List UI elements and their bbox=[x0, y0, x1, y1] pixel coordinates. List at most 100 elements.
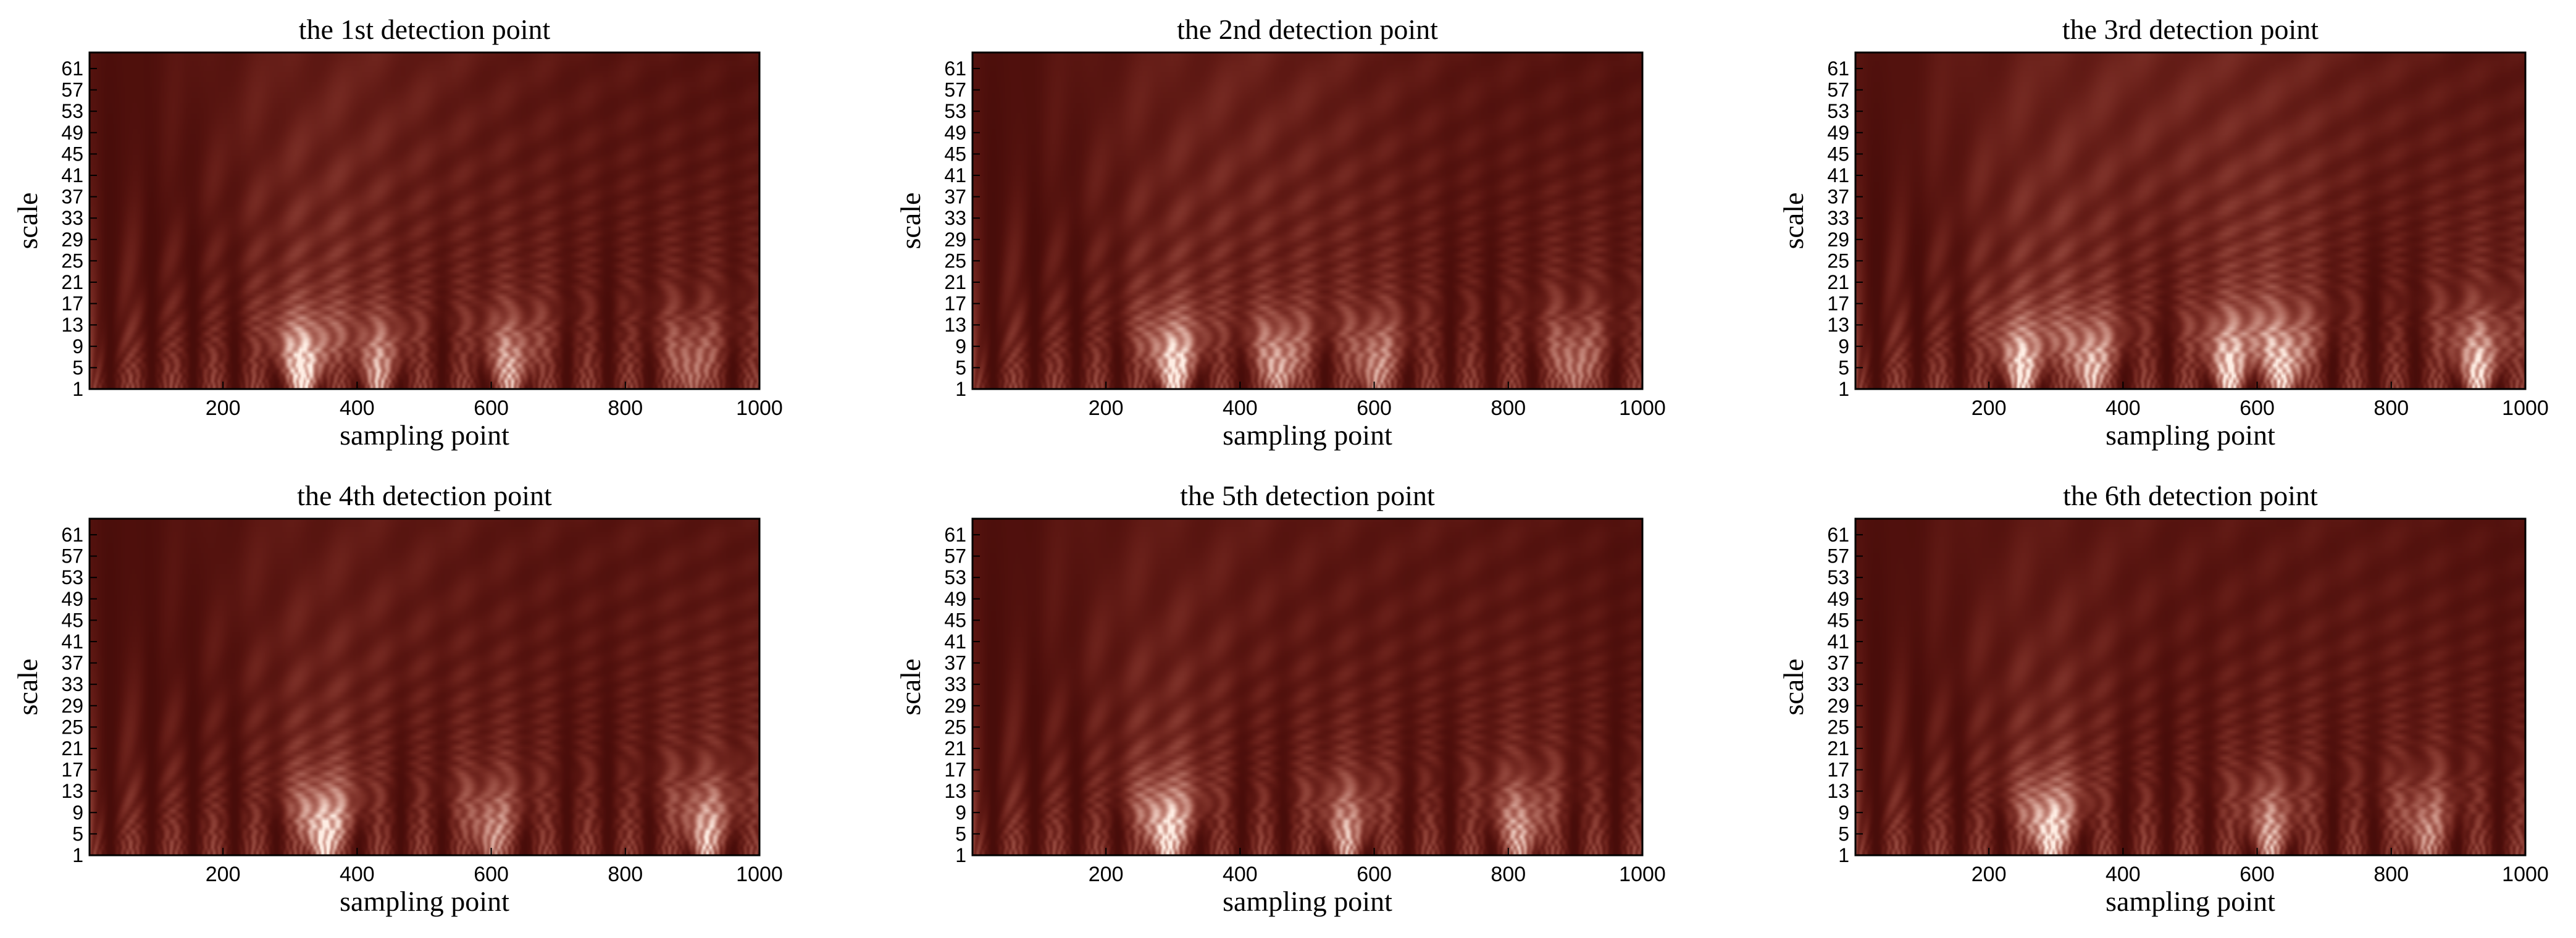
chart-title: the 3rd detection point bbox=[2062, 14, 2319, 45]
y-tick-label: 41 bbox=[1827, 164, 1849, 186]
y-tick-label: 57 bbox=[1827, 79, 1849, 101]
y-tick-label: 13 bbox=[61, 780, 83, 802]
chart-title: the 6th detection point bbox=[2063, 480, 2318, 511]
y-tick-label: 57 bbox=[1827, 545, 1849, 567]
y-tick-label: 45 bbox=[1827, 609, 1849, 631]
heatmap-image bbox=[90, 52, 759, 389]
x-axis-label: sampling point bbox=[2106, 886, 2275, 917]
y-tick-label: 13 bbox=[1827, 314, 1849, 336]
y-tick-label: 61 bbox=[61, 57, 83, 80]
y-tick-label: 61 bbox=[944, 57, 966, 80]
y-tick-label: 5 bbox=[955, 823, 966, 845]
y-tick-label: 29 bbox=[1827, 695, 1849, 717]
y-tick-label: 17 bbox=[61, 759, 83, 781]
axes-frame bbox=[88, 51, 761, 390]
y-tick-label: 1 bbox=[955, 844, 966, 866]
y-tick-label: 41 bbox=[61, 164, 83, 186]
x-tick-label: 600 bbox=[1357, 396, 1392, 420]
y-tick-label: 41 bbox=[1827, 630, 1849, 653]
y-axis-label: scale bbox=[12, 193, 43, 249]
x-tick-label: 800 bbox=[2373, 396, 2409, 420]
x-axis-label: sampling point bbox=[1223, 886, 1392, 917]
y-tick-label: 61 bbox=[1827, 57, 1849, 80]
y-tick-label: 9 bbox=[1838, 335, 1849, 358]
y-tick-label: 17 bbox=[1827, 293, 1849, 315]
y-tick-label: 1 bbox=[955, 378, 966, 400]
y-tick-label: 5 bbox=[1838, 823, 1849, 845]
y-tick-label: 53 bbox=[1827, 100, 1849, 122]
y-tick-label: 29 bbox=[944, 228, 966, 251]
y-tick-label: 13 bbox=[944, 314, 966, 336]
x-tick-label: 1000 bbox=[1619, 396, 1666, 420]
y-tick-label: 9 bbox=[72, 802, 83, 824]
y-tick-label: 21 bbox=[944, 271, 966, 293]
x-axis-label: sampling point bbox=[340, 419, 509, 451]
chart-title: the 4th detection point bbox=[297, 480, 552, 511]
y-axis-label: scale bbox=[895, 193, 926, 249]
x-tick-label: 400 bbox=[2106, 863, 2141, 886]
subplot-6: the 6th detection point 200 400 600 800 1000 1… bbox=[1778, 480, 2549, 917]
y-tick-label: 41 bbox=[61, 630, 83, 653]
y-tick-label: 49 bbox=[1827, 588, 1849, 610]
y-tick-label: 1 bbox=[72, 378, 83, 400]
x-tick-label: 200 bbox=[1972, 396, 2007, 420]
y-tick-label: 49 bbox=[1827, 122, 1849, 144]
y-axis-label: scale bbox=[1778, 193, 1809, 249]
y-axis-label: scale bbox=[895, 659, 926, 716]
y-tick-label: 33 bbox=[944, 673, 966, 695]
y-tick-label: 17 bbox=[1827, 759, 1849, 781]
heatmap-image bbox=[90, 519, 759, 855]
subplot-3: the 3rd detection point 200 400 600 800 1000 1… bbox=[1778, 14, 2549, 451]
y-tick-label: 53 bbox=[61, 566, 83, 588]
x-tick-label: 200 bbox=[1972, 863, 2007, 886]
y-tick-label: 45 bbox=[944, 143, 966, 165]
x-tick-label: 200 bbox=[206, 863, 241, 886]
y-tick-label: 25 bbox=[944, 249, 966, 272]
x-tick-label: 600 bbox=[474, 396, 509, 420]
y-tick-label: 9 bbox=[72, 335, 83, 358]
x-tick-label: 600 bbox=[2239, 863, 2275, 886]
y-tick-label: 17 bbox=[61, 293, 83, 315]
y-tick-label: 25 bbox=[1827, 716, 1849, 738]
x-tick-label: 800 bbox=[1491, 396, 1526, 420]
x-axis-label: sampling point bbox=[1223, 419, 1392, 451]
y-tick-label: 21 bbox=[61, 271, 83, 293]
y-tick-label: 45 bbox=[1827, 143, 1849, 165]
subplot-2: the 2nd detection point 200 400 600 800 1000 1… bbox=[895, 14, 1666, 451]
axes-frame bbox=[88, 517, 761, 856]
y-tick-label: 37 bbox=[944, 186, 966, 208]
y-tick-label: 37 bbox=[1827, 186, 1849, 208]
x-tick-label: 800 bbox=[608, 863, 643, 886]
y-tick-label: 17 bbox=[944, 293, 966, 315]
x-tick-label: 800 bbox=[2373, 863, 2409, 886]
x-tick-label: 200 bbox=[1089, 863, 1124, 886]
x-axis-label: sampling point bbox=[340, 886, 509, 917]
x-tick-label: 200 bbox=[206, 396, 241, 420]
y-tick-label: 1 bbox=[1838, 844, 1849, 866]
y-tick-label: 49 bbox=[61, 122, 83, 144]
axes-frame bbox=[971, 51, 1644, 390]
x-tick-label: 600 bbox=[474, 863, 509, 886]
axes-frame bbox=[1854, 517, 2527, 856]
x-tick-label: 1000 bbox=[2502, 863, 2549, 886]
y-tick-label: 1 bbox=[1838, 378, 1849, 400]
y-tick-label: 13 bbox=[61, 314, 83, 336]
y-tick-label: 9 bbox=[955, 335, 966, 358]
x-tick-label: 800 bbox=[1491, 863, 1526, 886]
x-tick-label: 400 bbox=[1223, 396, 1258, 420]
y-tick-label: 49 bbox=[944, 588, 966, 610]
y-tick-label: 53 bbox=[61, 100, 83, 122]
y-tick-label: 25 bbox=[944, 716, 966, 738]
heatmap-image bbox=[1855, 519, 2525, 855]
y-tick-label: 29 bbox=[61, 228, 83, 251]
x-tick-label: 600 bbox=[2239, 396, 2275, 420]
heatmap-image bbox=[972, 519, 1642, 855]
y-tick-label: 9 bbox=[1838, 802, 1849, 824]
y-tick-label: 49 bbox=[61, 588, 83, 610]
y-tick-label: 57 bbox=[61, 545, 83, 567]
subplot-5: the 5th detection point 200 400 600 800 1000 1… bbox=[895, 480, 1666, 917]
heatmap-image bbox=[972, 52, 1642, 389]
y-tick-label: 37 bbox=[61, 186, 83, 208]
x-tick-label: 400 bbox=[340, 396, 375, 420]
